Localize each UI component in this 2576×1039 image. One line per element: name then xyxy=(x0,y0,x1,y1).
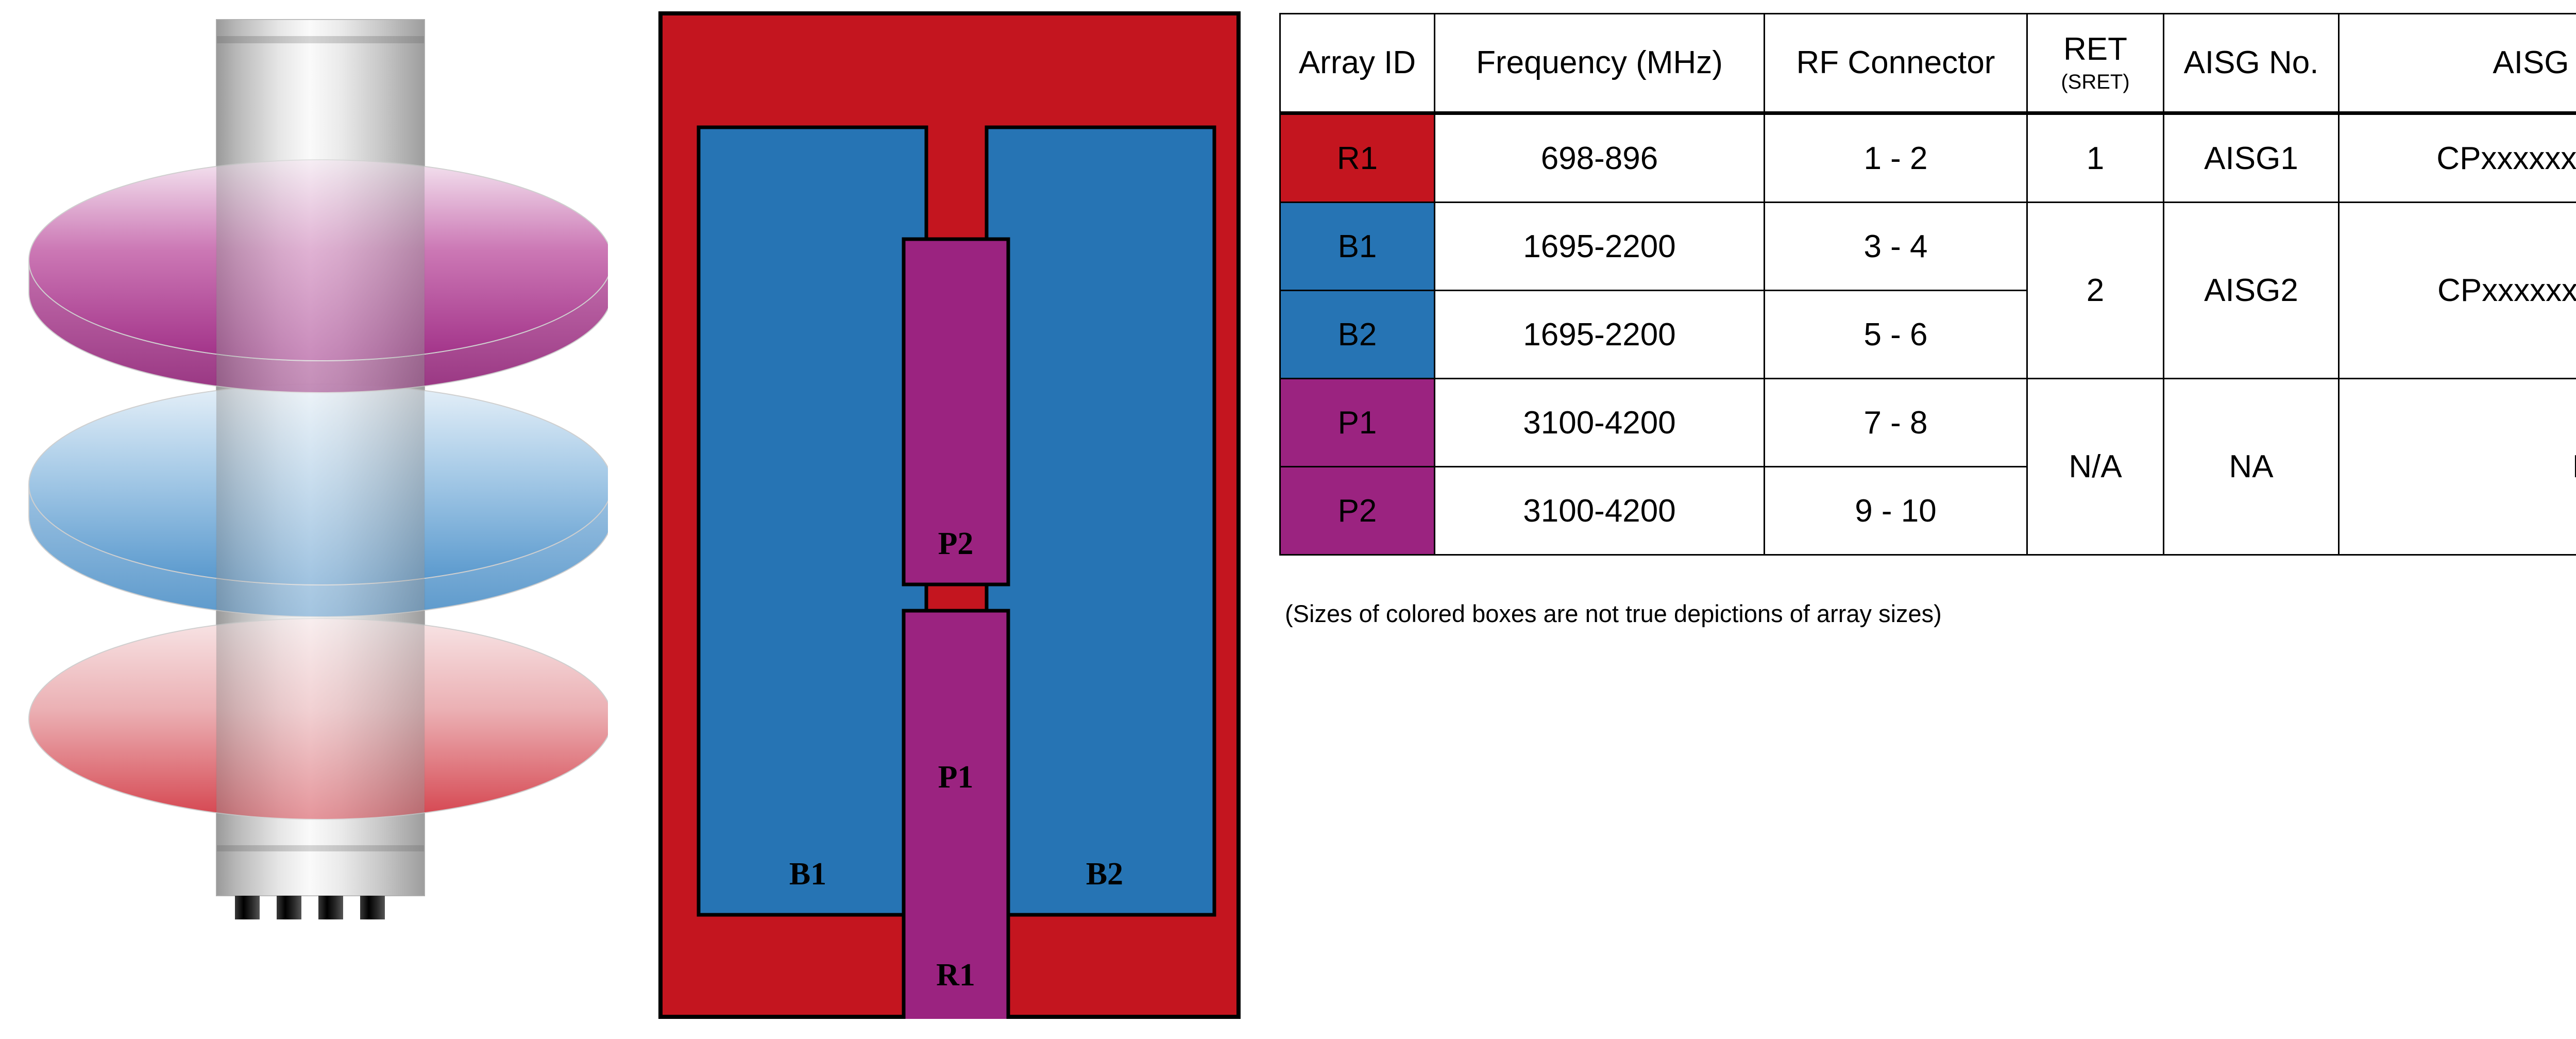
table-row: R1 698-896 1 - 2 1 AISG1 CPxxxxxxxxxxxxx… xyxy=(1279,112,2576,203)
array-label-p2: P2 xyxy=(938,526,974,561)
cell-frequency-p1: 3100-4200 xyxy=(1434,378,1765,467)
array-block-p1 xyxy=(902,609,1010,1019)
cell-ret-r1: 1 xyxy=(2026,112,2164,203)
array-label-p1: P1 xyxy=(938,760,974,795)
table-row: P1 3100-4200 7 - 8 N/A NA N/A xyxy=(1279,378,2576,556)
cell-rf-connector-b1: 3 - 4 xyxy=(1764,202,2028,291)
cell-ret-b: 2 xyxy=(2026,202,2164,379)
cell-uid-p: N/A xyxy=(2338,378,2576,556)
spec-table-container: Array ID Frequency (MHz) RF Connector RE… xyxy=(1279,13,2576,556)
table-row: B1 1695-2200 3 - 4 2 AISG2 CPxxxxxxxxxxx… xyxy=(1279,202,2576,379)
cell-frequency-b1: 1695-2200 xyxy=(1434,202,1765,291)
cell-array-id-b1: B1 xyxy=(1279,202,1435,291)
table-caption: (Sizes of colored boxes are not true dep… xyxy=(1285,600,1942,627)
cell-rf-connector-p1: 7 - 8 xyxy=(1764,378,2028,467)
array-block-p2 xyxy=(902,237,1010,586)
table-header-row: Array ID Frequency (MHz) RF Connector RE… xyxy=(1279,13,2576,115)
header-rf-connector: RF Connector xyxy=(1764,13,2028,115)
cell-frequency-b2: 1695-2200 xyxy=(1434,290,1765,379)
cell-array-id-r1: R1 xyxy=(1279,112,1435,203)
header-aisg-ret-uid: AISG RET UID xyxy=(2338,13,2576,115)
cell-array-id-p2: P2 xyxy=(1279,466,1435,556)
cell-ret-p: N/A xyxy=(2026,378,2164,556)
connector-pins xyxy=(235,896,385,919)
cell-aisg-no-b: AISG2 xyxy=(2163,202,2340,379)
antenna-illustration xyxy=(0,0,613,979)
cell-rf-connector-p2: 9 - 10 xyxy=(1764,466,2028,556)
cell-array-id-p1: P1 xyxy=(1279,378,1435,467)
cell-rf-connector-r1: 1 - 2 xyxy=(1764,112,2028,203)
table-row: B2 1695-2200 5 - 6 xyxy=(1279,290,2576,379)
cell-frequency-p2: 3100-4200 xyxy=(1434,466,1765,556)
cell-array-id-b2: B2 xyxy=(1279,290,1435,379)
array-label-r1: R1 xyxy=(936,958,975,993)
array-label-b1: B1 xyxy=(789,857,826,892)
array-block-b1 xyxy=(697,125,928,917)
header-frequency: Frequency (MHz) xyxy=(1434,13,1765,115)
array-layout-diagram: P2 P1 B1 B2 R1 xyxy=(658,11,1241,1019)
array-spec-table: Array ID Frequency (MHz) RF Connector RE… xyxy=(1279,13,2576,556)
antenna-mast-overlay xyxy=(216,20,425,896)
cell-uid-r1: CPxxxxxxxxxxxxxxxR1 xyxy=(2338,112,2576,203)
cell-frequency-r1: 698-896 xyxy=(1434,112,1765,203)
cell-aisg-no-p: NA xyxy=(2163,378,2340,556)
cell-rf-connector-b2: 5 - 6 xyxy=(1764,290,2028,379)
header-ret-sub: (SRET) xyxy=(2061,70,2130,93)
header-ret-main: RET xyxy=(2063,31,2127,67)
header-array-id: Array ID xyxy=(1279,13,1435,115)
cell-aisg-no-r1: AISG1 xyxy=(2163,112,2340,203)
header-aisg-no: AISG No. xyxy=(2163,13,2340,115)
table-row: P2 3100-4200 9 - 10 xyxy=(1279,466,2576,556)
array-label-b2: B2 xyxy=(1086,857,1123,892)
header-ret: RET (SRET) xyxy=(2026,13,2164,115)
array-block-b2 xyxy=(985,125,1216,917)
cell-uid-b: CPxxxxxxxxxxxxxxxB1 xyxy=(2338,202,2576,379)
